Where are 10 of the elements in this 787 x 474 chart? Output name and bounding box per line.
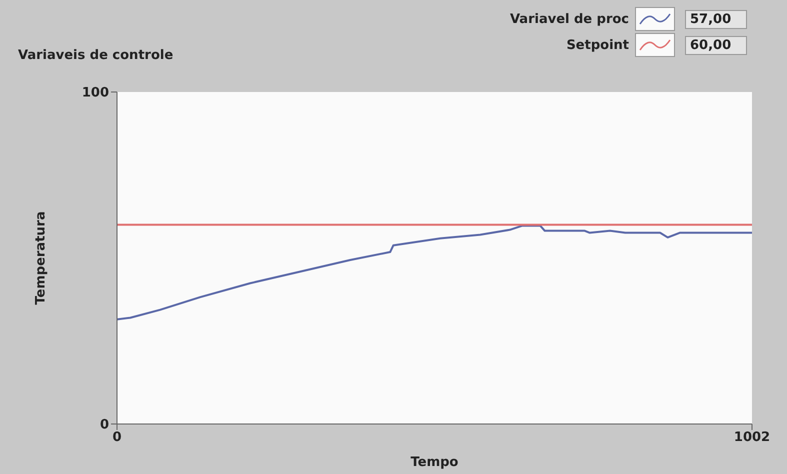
y-axis-title: Temperatura — [34, 211, 49, 305]
legend-label: Variavel de proc — [510, 12, 629, 26]
text: 57,00 — [685, 10, 747, 28]
line-series — [117, 224, 752, 320]
chart-title: Variaveis de controle — [18, 48, 174, 63]
y-tick-label: 100 — [82, 86, 109, 101]
legend-label: Setpoint — [566, 38, 629, 52]
x-axis-title: Tempo — [410, 455, 458, 470]
x-tick-label: 1002 — [734, 430, 770, 446]
text: 60,00 — [685, 36, 747, 54]
